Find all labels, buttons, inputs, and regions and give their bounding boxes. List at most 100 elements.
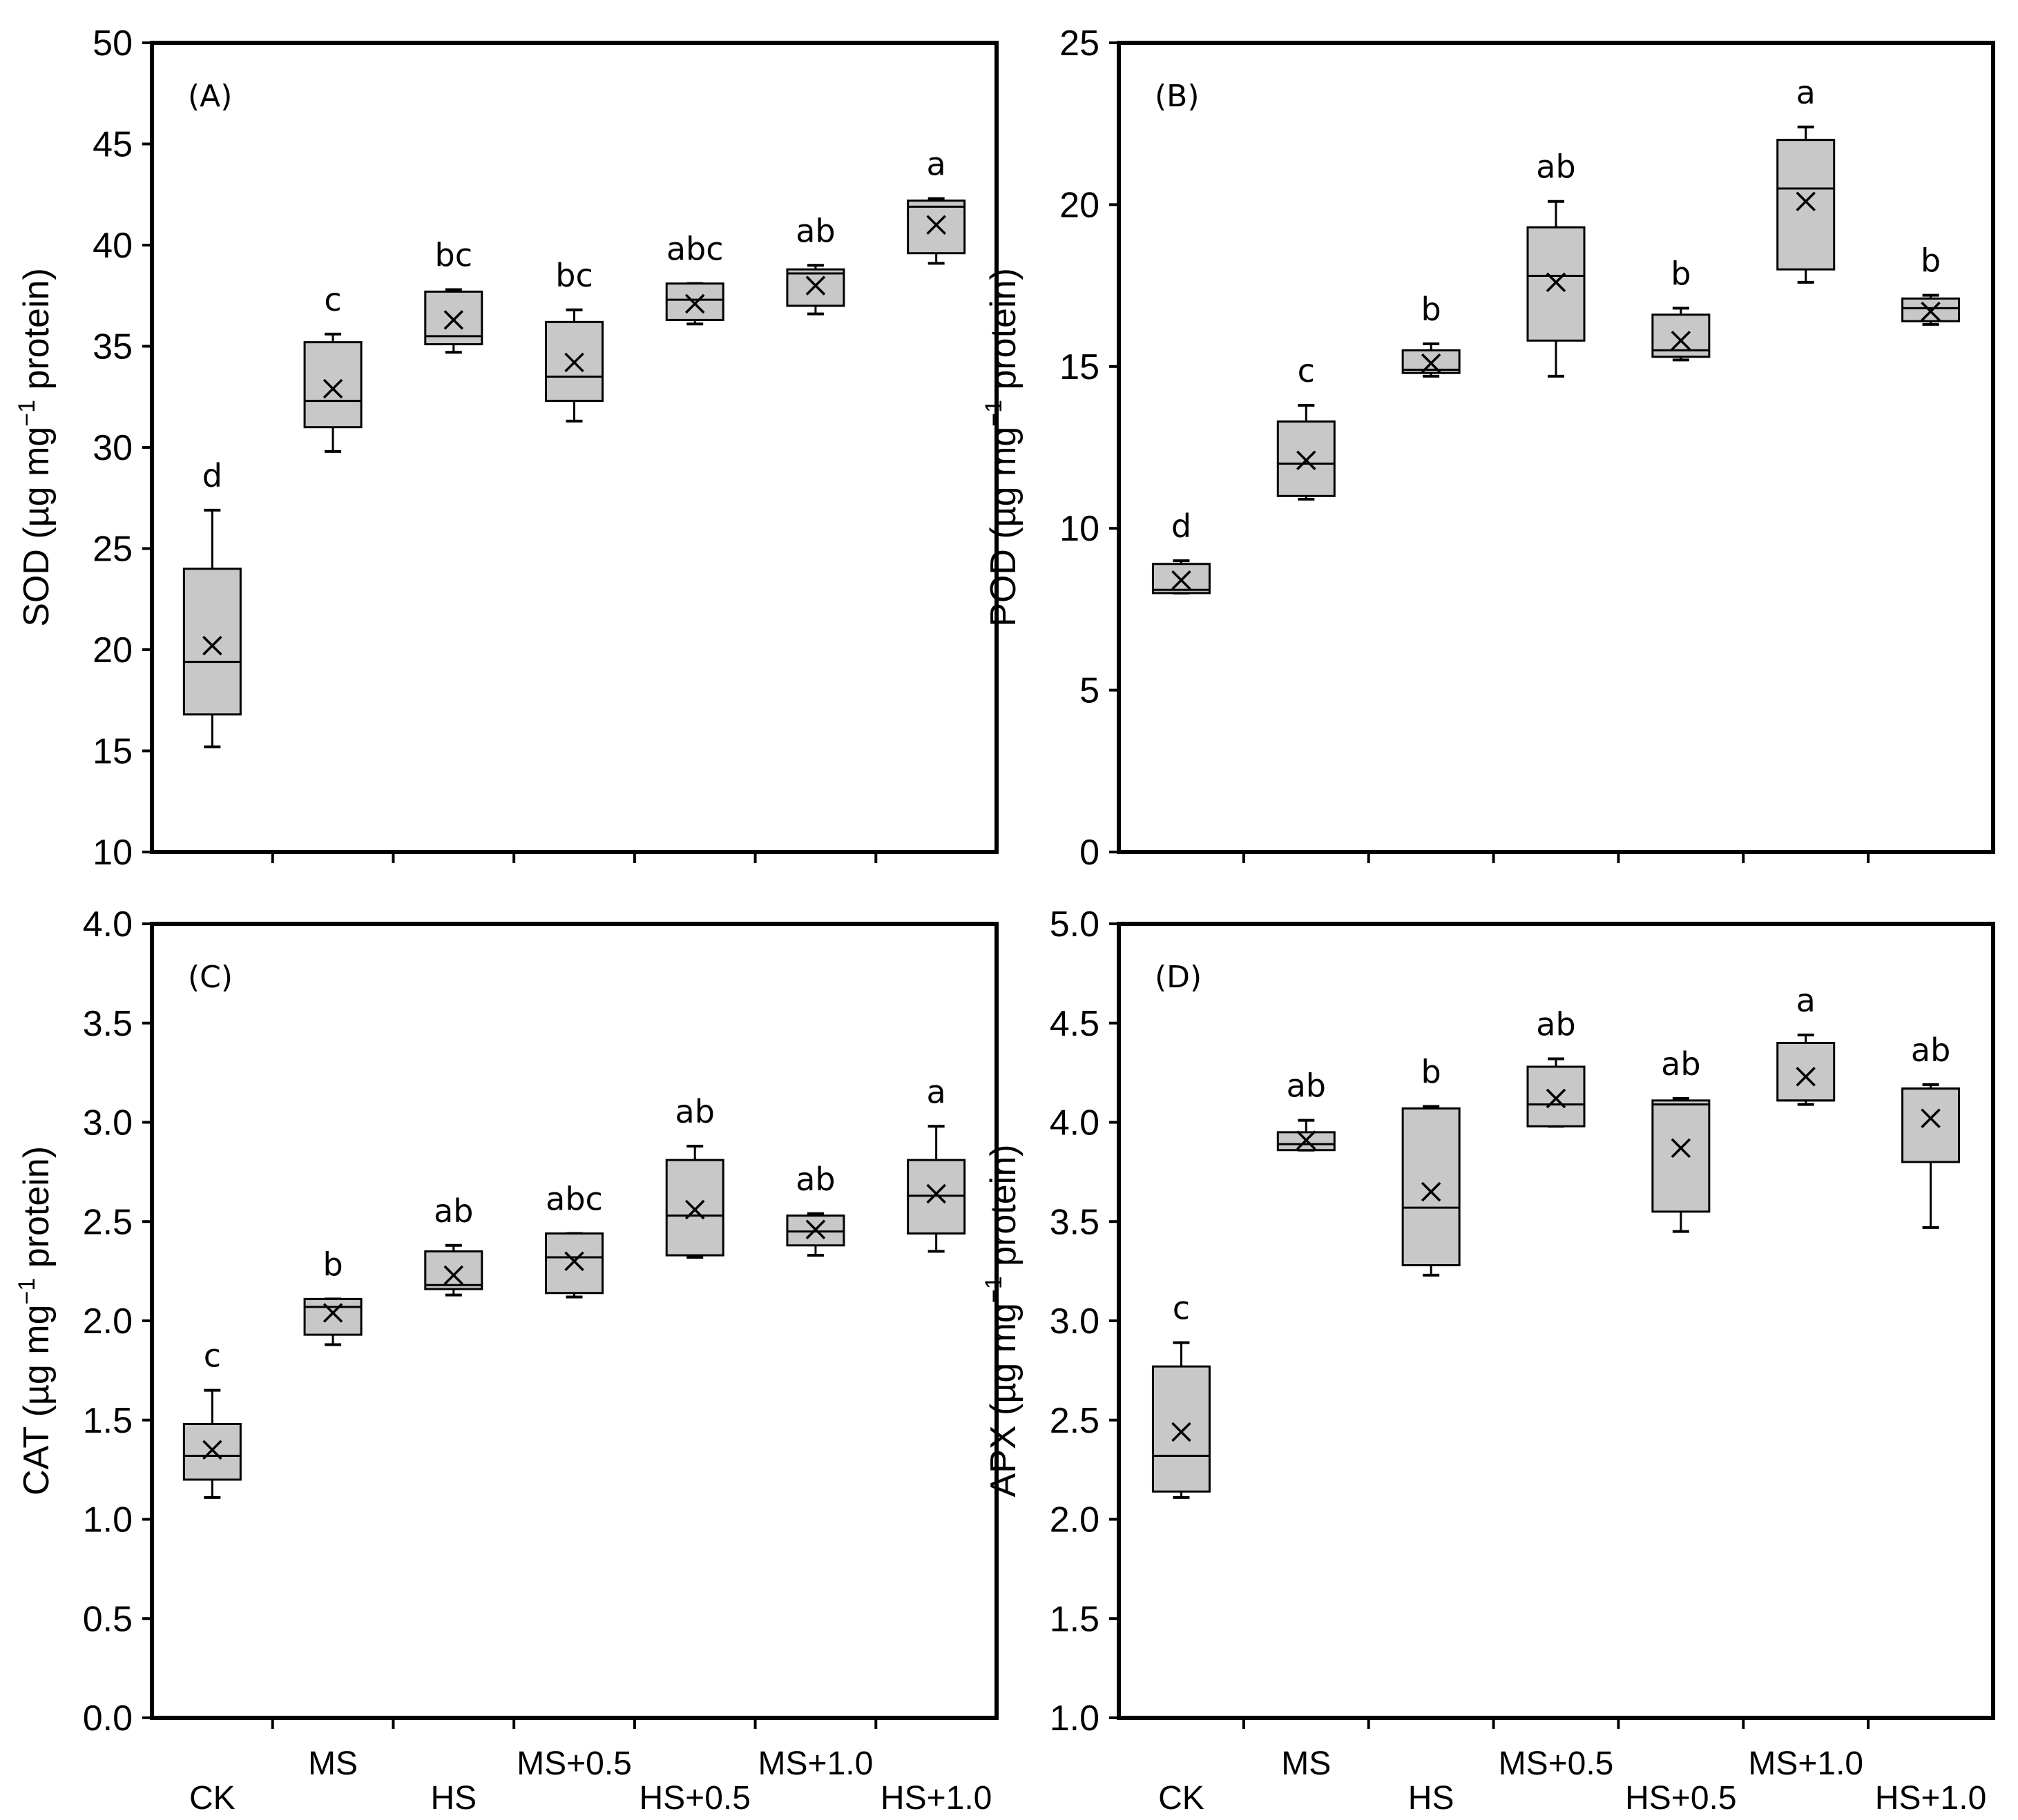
y-tick-label: 0 [1079, 833, 1099, 873]
plot-frame [150, 41, 999, 854]
category-label: CK [1158, 1780, 1204, 1817]
y-tick-label: 2.5 [83, 1202, 133, 1242]
significance-letter: ab [796, 212, 835, 249]
mean-marker [1421, 1181, 1441, 1202]
box-MS: ab [1276, 1067, 1336, 1152]
panel-label: (D) [1155, 960, 1202, 995]
box-iqr [1151, 1365, 1211, 1493]
plot-frame [1117, 41, 1995, 854]
mean-marker [805, 1219, 826, 1239]
box-CK: d [182, 457, 242, 748]
significance-letter: ab [1536, 1006, 1575, 1043]
mean-marker [926, 1183, 946, 1204]
y-tick-label: 2.0 [1050, 1500, 1099, 1540]
box-iqr [665, 282, 724, 321]
box-HS+0.5: abc [665, 231, 724, 326]
panel-c: 0.0 0.5 1.0 1.5 2.0 2.5 3.0 3.5 4.0 CAT (µg mg−1 … [14, 904, 999, 1817]
mean-marker [1796, 191, 1816, 211]
box-HS+1.0: a [907, 146, 966, 265]
significance-letter: b [1421, 291, 1441, 328]
mean-marker [1296, 1130, 1316, 1150]
box-CK: c [182, 1337, 242, 1499]
category-label: MS+0.5 [517, 1745, 632, 1782]
mean-marker [1171, 570, 1191, 590]
y-tick-label: 0.5 [83, 1599, 133, 1639]
significance-letter: a [927, 146, 946, 183]
y-tick-label: 3.5 [1050, 1202, 1099, 1242]
y-tick-label: 1.0 [1050, 1698, 1099, 1739]
box-HS+0.5: ab [665, 1093, 724, 1259]
box-iqr [1776, 1042, 1836, 1102]
mean-marker [926, 215, 946, 235]
mean-marker [1921, 1108, 1941, 1128]
significance-letter: b [1671, 255, 1691, 292]
y-tick-label: 2.5 [1050, 1401, 1099, 1441]
category-label: HS+0.5 [1625, 1780, 1736, 1817]
y-tick-label: 40 [93, 226, 133, 266]
mean-marker [1921, 301, 1941, 322]
significance-letter: d [1171, 507, 1191, 545]
mean-marker [1671, 1138, 1691, 1159]
box-MS: b [303, 1246, 363, 1346]
y-tick-label: 25 [93, 530, 133, 570]
category-label: MS [308, 1745, 358, 1782]
significance-letter: c [324, 281, 341, 318]
significance-letter: bc [555, 257, 593, 294]
plot-frame [1117, 922, 1995, 1720]
significance-letter: ab [1287, 1067, 1326, 1105]
box-iqr [1651, 1099, 1711, 1213]
y-tick-label: 3.0 [83, 1103, 133, 1143]
box-iqr [786, 268, 845, 307]
box-iqr [907, 200, 966, 255]
significance-letter: c [1173, 1290, 1190, 1327]
box-MS+0.5: bc [545, 257, 604, 423]
significance-letter: c [1298, 352, 1315, 389]
mean-marker [323, 378, 343, 399]
y-tick-label: 3.0 [1050, 1301, 1099, 1342]
y-tick-label: 4.0 [83, 904, 133, 945]
mean-marker [443, 310, 464, 330]
y-tick-label: 20 [1059, 185, 1099, 225]
box-iqr [303, 341, 363, 429]
y-tick-label: 4.5 [1050, 1004, 1099, 1044]
box-iqr [1401, 1107, 1461, 1266]
significance-letter: ab [675, 1093, 715, 1130]
y-tick-label: 10 [93, 833, 133, 873]
box-iqr [1151, 563, 1211, 594]
mean-marker [1546, 1088, 1566, 1109]
significance-letter: ab [1661, 1045, 1700, 1083]
plot-frame [150, 922, 999, 1720]
box-MS+1.0: ab [786, 212, 845, 316]
mean-marker [1671, 331, 1691, 351]
significance-letter: a [927, 1073, 946, 1110]
mean-marker [1421, 353, 1441, 374]
y-tick-label: 1.5 [1050, 1599, 1099, 1639]
box-HS+1.0: b [1901, 242, 1961, 326]
y-tick-label: 35 [93, 327, 133, 367]
category-label: HS+1.0 [881, 1780, 992, 1817]
y-tick-label: 5 [1079, 671, 1099, 711]
box-MS+1.0: ab [786, 1161, 845, 1257]
y-tick-label: 20 [93, 630, 133, 670]
box-iqr [182, 1423, 242, 1481]
mean-marker [1546, 272, 1566, 293]
panel-d: 1.0 1.5 2.0 2.5 3.0 3.5 4.0 4.5 5.0 APX (µg mg−1 … [981, 904, 1995, 1817]
y-tick-label: 1.0 [83, 1500, 133, 1540]
y-axis-label: POD (µg mg−1 protein) [981, 268, 1024, 627]
box-iqr [303, 1297, 363, 1336]
box-iqr [182, 568, 242, 716]
panel-label: (C) [188, 960, 233, 995]
category-label: MS [1281, 1745, 1331, 1782]
mean-marker [202, 1440, 222, 1460]
box-HS+0.5: b [1651, 255, 1711, 362]
box-HS+1.0: a [907, 1073, 966, 1253]
box-MS+0.5: abc [545, 1181, 604, 1299]
box-iqr [545, 1232, 604, 1295]
y-tick-label: 45 [93, 125, 133, 165]
box-iqr [665, 1159, 724, 1257]
category-label: MS+0.5 [1499, 1745, 1614, 1782]
significance-letter: ab [434, 1192, 473, 1230]
box-iqr [1776, 139, 1836, 271]
mean-marker [564, 352, 584, 373]
